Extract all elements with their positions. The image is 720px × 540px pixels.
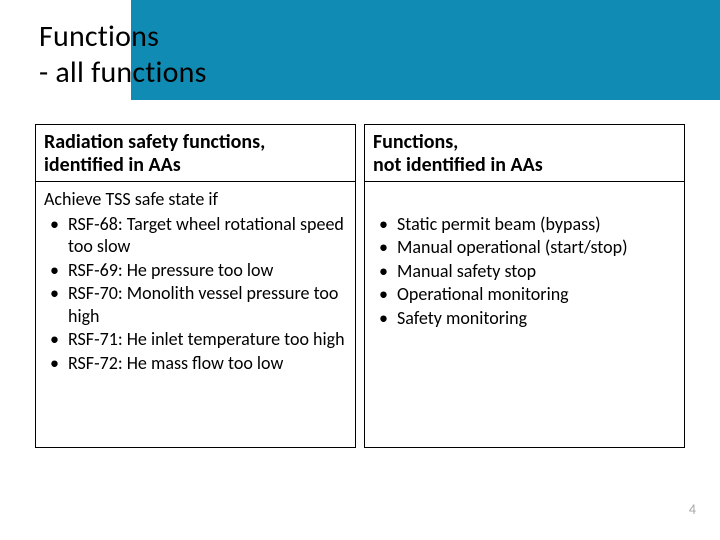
right-column-body: Static permit beam (bypass) Manual opera… bbox=[365, 182, 684, 447]
header-accent-bar bbox=[131, 0, 720, 100]
right-column: Functions, not identified in AAs Static … bbox=[364, 124, 685, 448]
list-item: Manual operational (start/stop) bbox=[373, 236, 676, 259]
columns-container: Radiation safety functions, identified i… bbox=[35, 124, 685, 448]
left-column-header: Radiation safety functions, identified i… bbox=[36, 125, 355, 182]
left-column-body: Achieve TSS safe state if RSF-68: Target… bbox=[36, 182, 355, 447]
list-item: Operational monitoring bbox=[373, 283, 676, 306]
right-bullet-list: Static permit beam (bypass) Manual opera… bbox=[373, 213, 676, 330]
right-spacer bbox=[373, 188, 676, 211]
left-header-line-1: Radiation safety functions, bbox=[44, 131, 347, 154]
slide-title: Functions - all functions bbox=[39, 19, 207, 91]
list-item: RSF-68: Target wheel rotational speed to… bbox=[44, 213, 347, 258]
left-header-line-2: identified in AAs bbox=[44, 154, 347, 177]
list-item: Manual safety stop bbox=[373, 260, 676, 283]
right-header-line-2: not identified in AAs bbox=[373, 154, 676, 177]
list-item: Static permit beam (bypass) bbox=[373, 213, 676, 236]
left-lead-text: Achieve TSS safe state if bbox=[44, 188, 347, 211]
title-line-2: - all functions bbox=[39, 55, 207, 91]
list-item: RSF-72: He mass flow too low bbox=[44, 352, 347, 375]
right-column-header: Functions, not identified in AAs bbox=[365, 125, 684, 182]
list-item: RSF-69: He pressure too low bbox=[44, 259, 347, 282]
list-item: Safety monitoring bbox=[373, 307, 676, 330]
list-item: RSF-71: He inlet temperature too high bbox=[44, 328, 347, 351]
left-bullet-list: RSF-68: Target wheel rotational speed to… bbox=[44, 213, 347, 375]
right-header-line-1: Functions, bbox=[373, 131, 676, 154]
left-column: Radiation safety functions, identified i… bbox=[35, 124, 356, 448]
list-item: RSF-70: Monolith vessel pressure too hig… bbox=[44, 282, 347, 327]
page-number: 4 bbox=[689, 501, 696, 518]
title-line-1: Functions bbox=[39, 19, 207, 55]
